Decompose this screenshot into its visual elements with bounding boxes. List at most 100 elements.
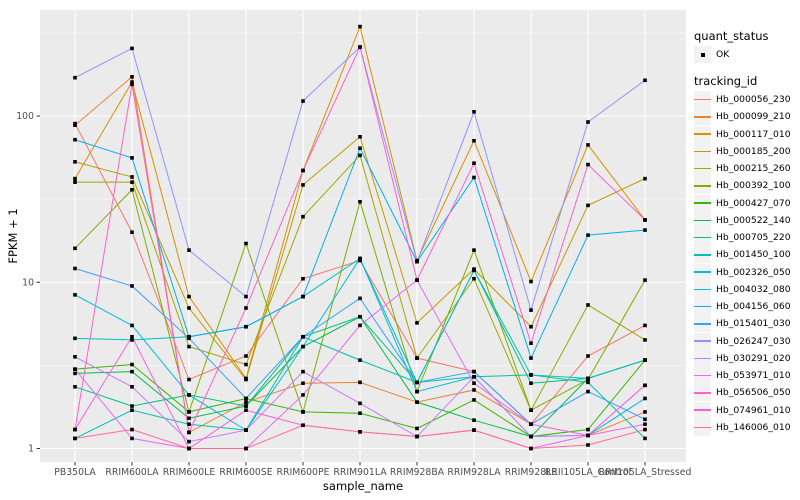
legend-label: Hb_000427_070 — [716, 197, 791, 209]
y-tick-label: 100 — [16, 111, 34, 122]
data-point — [130, 175, 134, 179]
data-point — [130, 362, 134, 367]
data-point — [643, 358, 647, 362]
data-point — [130, 323, 134, 328]
data-point — [187, 377, 191, 382]
data-point — [358, 430, 362, 434]
data-point — [415, 278, 419, 282]
legend-label: Hb_000099_210 — [716, 111, 791, 123]
data-point — [643, 78, 647, 83]
data-point — [586, 443, 590, 447]
data-point — [358, 134, 362, 139]
legend-line-icon — [694, 116, 711, 118]
data-point — [415, 321, 419, 325]
legend-entry: Hb_030291_020 — [694, 349, 791, 367]
data-point — [187, 248, 191, 252]
data-point — [643, 410, 647, 414]
data-point — [301, 410, 305, 414]
legend-key-swatch — [694, 332, 711, 350]
data-point — [643, 422, 647, 427]
data-point — [472, 428, 476, 432]
legend-key-swatch — [694, 229, 711, 247]
legend-entry: Hb_000117_010 — [694, 125, 791, 143]
legend-key-swatch — [694, 177, 711, 195]
legend-entry: Hb_000215_260 — [694, 160, 791, 178]
legend-label: Hb_002326_050 — [716, 266, 791, 278]
data-point — [73, 336, 77, 341]
data-point — [130, 369, 134, 374]
legend-line-icon — [694, 271, 711, 273]
legend-label: Hb_146006_010 — [716, 421, 791, 433]
data-point — [415, 389, 419, 394]
data-point — [358, 153, 362, 158]
data-point — [586, 354, 590, 358]
data-point — [586, 162, 590, 167]
data-point — [187, 344, 191, 349]
data-point — [529, 381, 533, 386]
data-point — [130, 46, 134, 51]
data-point — [187, 393, 191, 397]
data-point — [187, 336, 191, 341]
legend-line-icon — [694, 185, 711, 187]
data-point — [472, 374, 476, 379]
point-marker-icon — [700, 52, 705, 57]
data-point — [358, 401, 362, 406]
legend-entry: Hb_001450_100 — [694, 246, 791, 264]
data-point — [73, 160, 77, 164]
legend-entry: Hb_053971_010 — [694, 367, 791, 385]
data-point — [643, 278, 647, 282]
data-point — [187, 294, 191, 299]
data-point — [244, 408, 248, 412]
legend-entry: Hb_015401_030 — [694, 315, 791, 333]
data-point — [73, 427, 77, 432]
legend-line-icon — [694, 288, 711, 291]
data-point — [73, 367, 77, 371]
data-point — [130, 75, 134, 79]
legend-line-icon — [694, 426, 711, 429]
x-tick-label: RRII105LA_Stressed — [599, 467, 692, 478]
legend-key-swatch — [694, 298, 711, 316]
data-point — [586, 389, 590, 394]
data-point — [529, 279, 533, 284]
data-point — [130, 385, 134, 389]
legend-label: Hb_001450_100 — [716, 249, 791, 261]
legend-line-icon — [694, 219, 711, 222]
data-point — [529, 422, 533, 427]
data-point — [586, 233, 590, 237]
data-point — [586, 376, 590, 381]
data-point — [415, 259, 419, 264]
data-point — [472, 109, 476, 114]
data-point — [586, 303, 590, 307]
legend-label: Hb_000215_260 — [716, 163, 791, 175]
legend-key-swatch — [694, 349, 711, 367]
data-point — [472, 369, 476, 374]
legend-key-swatch — [694, 246, 711, 264]
data-point — [244, 404, 248, 408]
legend-label: Hb_074961_010 — [716, 404, 791, 416]
legend-line-icon — [694, 409, 711, 411]
data-point — [244, 324, 248, 329]
data-point — [73, 137, 77, 142]
legend-line-icon — [694, 202, 711, 204]
data-point — [358, 45, 362, 49]
y-axis-title: FPKM + 1 — [6, 208, 20, 264]
legend-entry: Hb_000522_140 — [694, 211, 791, 229]
legend-line-icon — [694, 236, 711, 239]
data-point — [643, 218, 647, 222]
data-point — [358, 358, 362, 362]
x-tick-label: RRII105LA_Control — [545, 467, 631, 478]
data-point — [301, 99, 305, 103]
data-point — [643, 396, 647, 401]
legend-key-swatch — [694, 46, 711, 64]
legend-key-swatch — [694, 108, 711, 126]
legend-entry: Hb_000427_070 — [694, 194, 791, 212]
data-point — [130, 334, 134, 339]
data-point — [73, 293, 77, 297]
legend-label: Hb_026247_030 — [716, 335, 791, 347]
legend-label: Hb_004156_060 — [716, 301, 791, 313]
legend-entry: Hb_000099_210 — [694, 108, 791, 126]
data-point — [130, 80, 134, 84]
y-tick-label: 10 — [22, 277, 34, 288]
legend-label: Hb_015401_030 — [716, 318, 791, 330]
data-point — [244, 400, 248, 404]
